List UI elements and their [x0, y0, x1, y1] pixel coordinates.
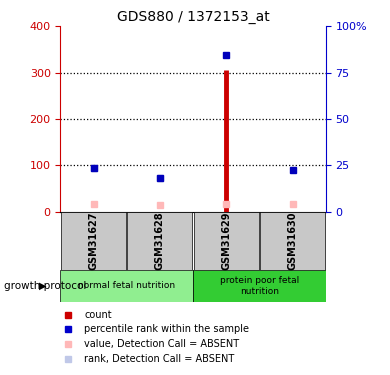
- Bar: [128, 212, 192, 270]
- Text: normal fetal nutrition: normal fetal nutrition: [78, 281, 176, 290]
- Text: protein poor fetal
nutrition: protein poor fetal nutrition: [220, 276, 299, 296]
- Bar: [194, 212, 259, 270]
- Bar: [60, 270, 193, 302]
- Text: GSM31628: GSM31628: [155, 211, 165, 270]
- Text: GSM31629: GSM31629: [221, 211, 231, 270]
- Bar: [260, 212, 325, 270]
- Text: GSM31630: GSM31630: [287, 211, 298, 270]
- Text: percentile rank within the sample: percentile rank within the sample: [84, 324, 249, 334]
- Text: growth protocol: growth protocol: [4, 281, 86, 291]
- Text: ▶: ▶: [39, 281, 46, 291]
- Text: GSM31627: GSM31627: [89, 211, 99, 270]
- Title: GDS880 / 1372153_at: GDS880 / 1372153_at: [117, 10, 269, 24]
- Text: value, Detection Call = ABSENT: value, Detection Call = ABSENT: [84, 339, 239, 349]
- Text: count: count: [84, 310, 112, 320]
- Bar: [193, 270, 326, 302]
- Bar: [61, 212, 126, 270]
- Text: rank, Detection Call = ABSENT: rank, Detection Call = ABSENT: [84, 354, 234, 364]
